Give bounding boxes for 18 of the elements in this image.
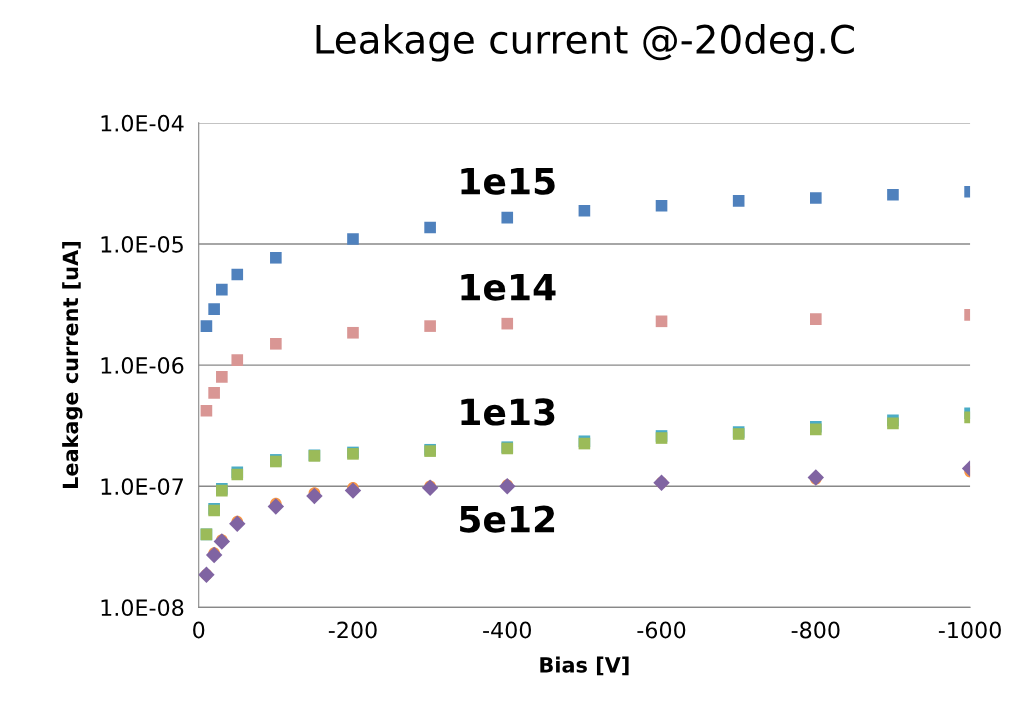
y-axis-title: Leakage current [uA]: [62, 242, 83, 488]
x-tick-label: -200: [328, 621, 377, 639]
series-label: 1e15: [461, 167, 555, 195]
y-tick-label: 1.0E-06: [101, 357, 184, 374]
y-tick-label: 1.0E-05: [101, 235, 183, 253]
x-tick-label: -1000: [938, 621, 1001, 639]
chart-title: Leakage current @-20deg.C: [316, 23, 854, 62]
y-tick-label: 1.0E-04: [101, 114, 184, 132]
x-tick-label: -600: [637, 621, 686, 639]
series-label: 1e14: [461, 273, 556, 301]
y-tick-label: 1.0E-08: [101, 599, 184, 617]
x-tick-label: -400: [483, 621, 531, 639]
series-label: 1e13: [461, 398, 555, 426]
x-axis-title: Bias [V]: [540, 656, 629, 676]
y-tick-label: 1.0E-07: [101, 478, 183, 495]
x-tick-label: 0: [193, 621, 205, 639]
x-tick-label: -800: [791, 621, 840, 639]
series-label: 5e12: [460, 505, 555, 533]
